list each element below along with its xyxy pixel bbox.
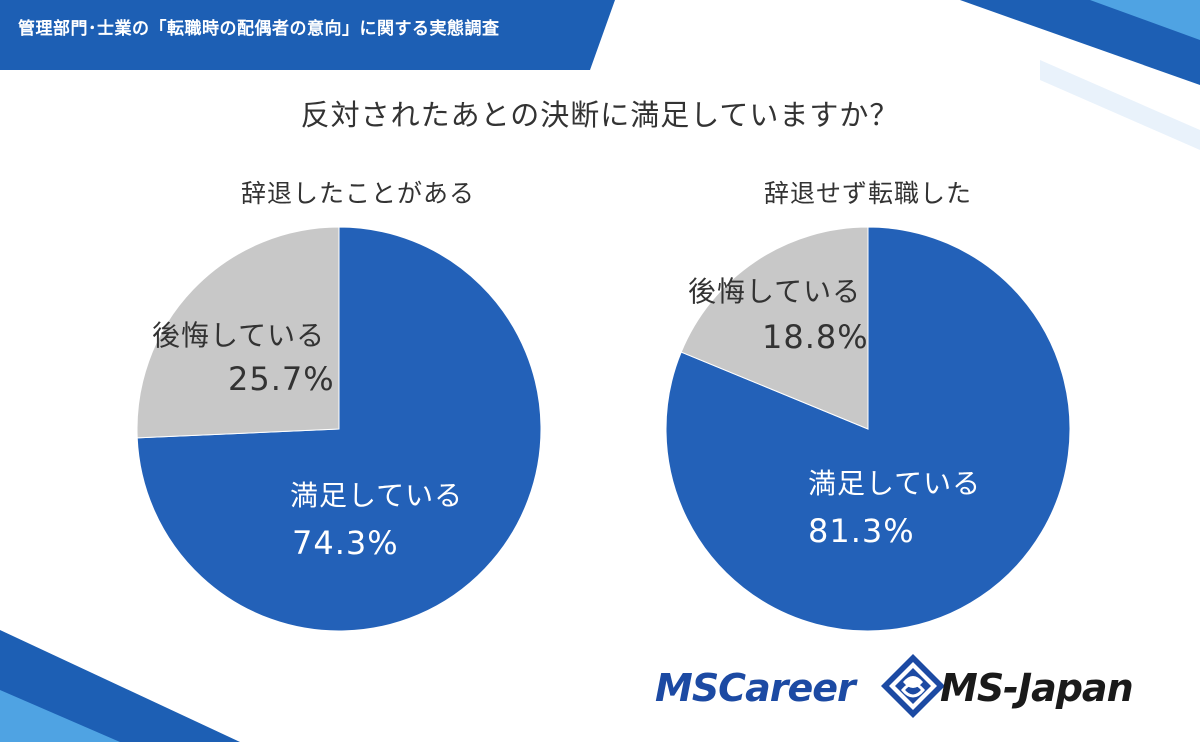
header-banner <box>0 0 615 70</box>
pie-2-regret-value: 18.8% <box>762 318 869 356</box>
question-heading: 反対されたあとの決断に満足していますか？ <box>300 98 900 132</box>
pie-1-satisfied-value: 74.3% <box>292 524 399 562</box>
pie-1-satisfied-label: 満足している <box>290 479 464 512</box>
survey-title: 管理部門･士業の「転職時の配偶者の意向」に関する実態調査 <box>18 19 500 39</box>
pie-2-regret-label: 後悔している <box>688 275 862 308</box>
ms-japan-logo: MS-Japan <box>940 666 1134 710</box>
top-right-stripe-faint <box>1040 60 1200 150</box>
pie-1-title: 辞退したことがある <box>240 179 475 208</box>
pie-2-satisfied-value: 81.3% <box>808 512 915 550</box>
bottom-left-stripe-dark <box>0 630 240 742</box>
pie-1-regret-value: 25.7% <box>228 360 335 398</box>
pie-2-satisfied-label: 満足している <box>808 467 982 500</box>
top-right-stripe-light <box>1090 0 1200 40</box>
pie-2-title: 辞退せず転職した <box>763 179 972 208</box>
ms-logo-diamond-icon <box>881 654 945 718</box>
top-right-stripe-dark <box>960 0 1200 85</box>
mscareer-logo: MSCareer <box>655 666 856 710</box>
pie-1-regret-label: 後悔している <box>152 319 326 352</box>
bottom-left-stripe-light <box>0 690 120 742</box>
